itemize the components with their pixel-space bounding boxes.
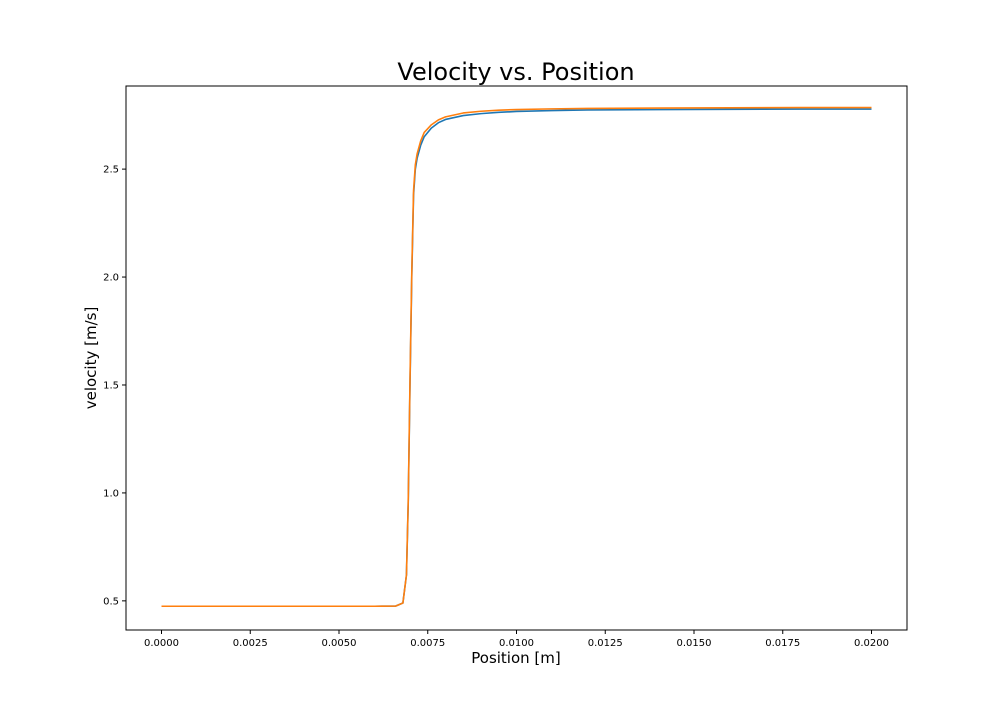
y-axis-label: velocity [m/s] [82,307,100,410]
y-tick-label: 0.5 [103,596,119,607]
y-tick-label: 1.5 [103,380,119,391]
x-axis-label: Position [m] [471,649,561,667]
y-tick-label: 2.5 [103,165,119,176]
x-tick-label: 0.0175 [765,638,800,649]
y-tick-label: 1.0 [103,488,119,499]
x-tick-label: 0.0200 [854,638,889,649]
series-2-line [161,106,872,608]
x-tick-label: 0.0050 [322,638,357,649]
x-tick-label: 0.0075 [410,638,445,649]
x-axis-ticks: 0.0000 0.0025 0.0050 0.0075 0.0100 0.0125 0.01… [144,630,889,649]
y-tick-label: 2.0 [103,273,119,284]
x-tick-label: 0.0000 [144,638,179,649]
chart-title: Velocity vs. Position [397,58,634,86]
plot-area [161,106,872,608]
y-axis-ticks: 0.5 1.0 1.5 2.0 2.5 [103,165,126,607]
axes-frame [125,85,908,631]
x-tick-label: 0.0125 [588,638,623,649]
x-tick-label: 0.0150 [677,638,712,649]
series-1-line [161,108,872,608]
x-tick-label: 0.0100 [499,638,534,649]
x-tick-label: 0.0025 [233,638,268,649]
